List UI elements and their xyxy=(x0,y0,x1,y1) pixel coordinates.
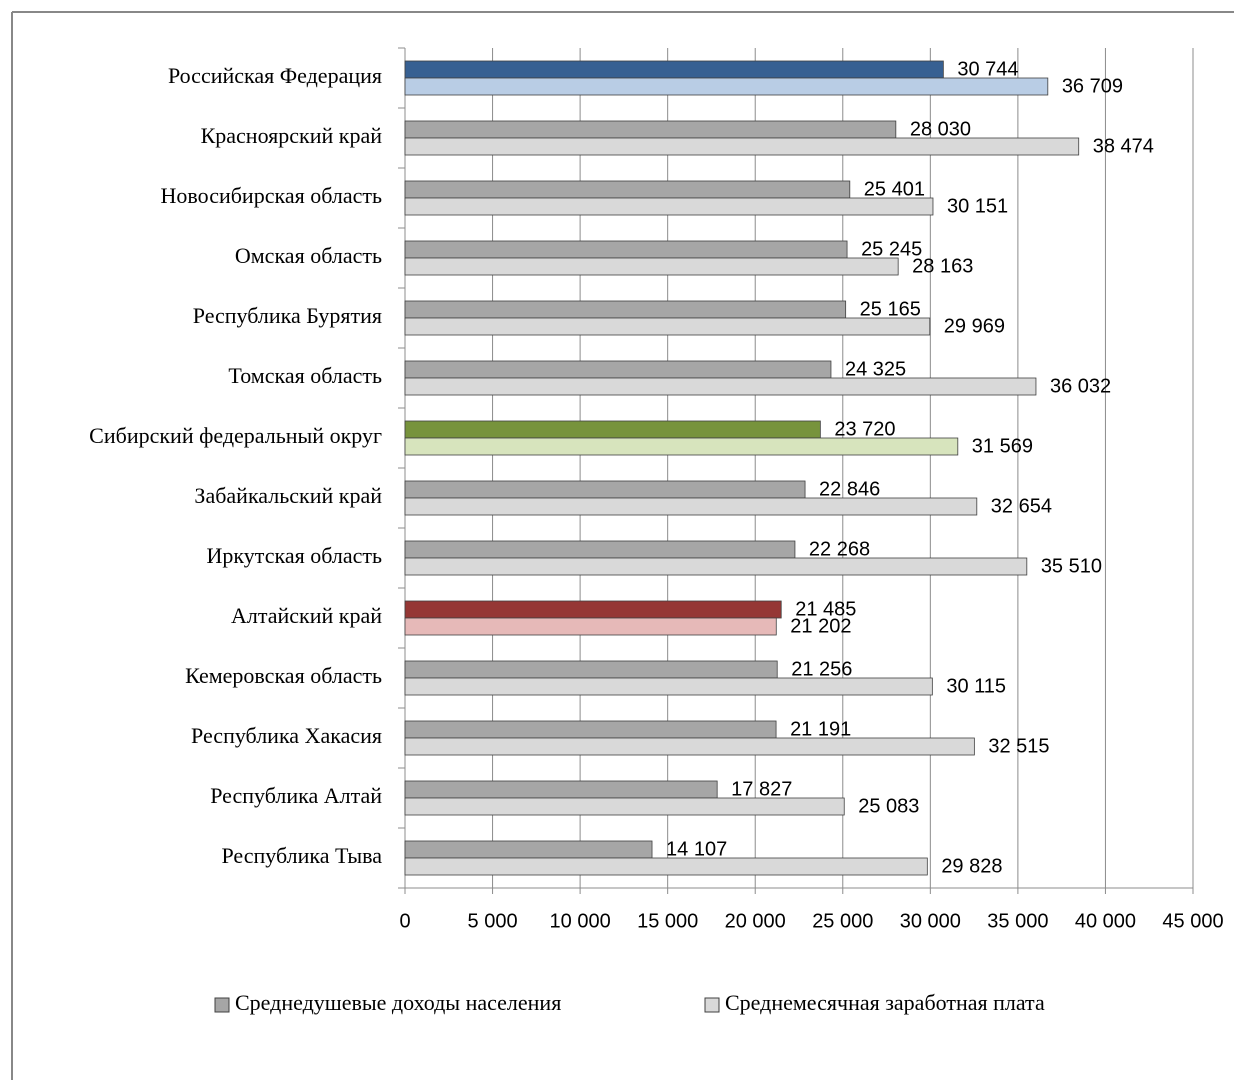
value-label: 36 032 xyxy=(1050,375,1111,397)
y-tick-label: Кемеровская область xyxy=(185,663,382,688)
value-label: 32 515 xyxy=(988,735,1049,757)
value-label: 31 569 xyxy=(972,435,1033,457)
value-label: 25 165 xyxy=(860,298,921,320)
bar xyxy=(404,77,1049,96)
x-tick-label: 0 xyxy=(399,910,410,932)
bar xyxy=(404,317,931,336)
value-label: 30 151 xyxy=(947,195,1008,217)
bar xyxy=(404,60,944,79)
bar xyxy=(404,300,847,319)
y-tick-label: Российская Федерация xyxy=(168,63,382,88)
x-tick-label: 20 000 xyxy=(725,910,786,932)
bar xyxy=(404,360,832,379)
x-tick-label: 15 000 xyxy=(637,910,698,932)
value-label: 21 191 xyxy=(790,718,851,740)
y-tick-label: Республика Бурятия xyxy=(193,303,382,328)
bar xyxy=(404,480,806,499)
legend-swatch xyxy=(704,997,720,1013)
bar xyxy=(404,257,899,276)
value-label: 30 115 xyxy=(946,675,1006,697)
bar xyxy=(404,677,933,696)
bar xyxy=(404,737,975,756)
value-label: 25 401 xyxy=(864,178,925,200)
x-tick-label: 5 000 xyxy=(468,910,518,932)
bar xyxy=(404,137,1080,156)
value-label: 21 256 xyxy=(791,658,852,680)
y-tick-label: Республика Тыва xyxy=(221,843,382,868)
value-label: 22 268 xyxy=(809,538,870,560)
y-tick-label: Иркутская область xyxy=(207,543,382,568)
bar xyxy=(404,197,934,216)
value-label: 25 245 xyxy=(861,238,922,260)
bar xyxy=(404,240,848,259)
value-label: 29 828 xyxy=(941,855,1002,877)
x-tick-label: 10 000 xyxy=(550,910,611,932)
value-label: 25 083 xyxy=(858,795,919,817)
bar xyxy=(404,557,1028,576)
value-label: 17 827 xyxy=(731,778,792,800)
bar xyxy=(404,720,777,739)
value-label: 30 744 xyxy=(957,58,1018,80)
x-tick-label: 45 000 xyxy=(1162,910,1223,932)
bar xyxy=(404,600,782,619)
bar xyxy=(404,120,897,139)
y-tick-label: Забайкальский край xyxy=(194,483,382,508)
bar xyxy=(404,420,821,439)
value-label: 28 163 xyxy=(912,255,973,277)
y-tick-label: Новосибирская область xyxy=(161,183,382,208)
x-tick-label: 25 000 xyxy=(812,910,873,932)
bar xyxy=(404,180,851,199)
x-tick-label: 35 000 xyxy=(987,910,1048,932)
y-tick-label: Сибирский федеральный округ xyxy=(89,423,382,448)
y-tick-label: Алтайский край xyxy=(231,603,382,628)
bar xyxy=(404,797,845,816)
bar xyxy=(404,840,653,859)
x-tick-label: 30 000 xyxy=(900,910,961,932)
bar xyxy=(404,497,978,516)
legend-label: Среднедушевые доходы населения xyxy=(235,990,561,1015)
bar xyxy=(404,377,1037,396)
value-label: 22 846 xyxy=(819,478,880,500)
value-label: 21 202 xyxy=(790,615,851,637)
bar xyxy=(404,437,959,456)
value-label: 32 654 xyxy=(991,495,1052,517)
y-tick-label: Республика Алтай xyxy=(210,783,382,808)
value-label: 35 510 xyxy=(1041,555,1102,577)
legend-swatch xyxy=(214,997,230,1013)
bar xyxy=(404,660,778,679)
x-tick-label: 40 000 xyxy=(1075,910,1136,932)
legend-label: Среднемесячная заработная плата xyxy=(725,990,1045,1015)
bar xyxy=(404,780,718,799)
value-label: 36 709 xyxy=(1062,75,1123,97)
bar xyxy=(404,617,777,636)
value-label: 23 720 xyxy=(834,418,895,440)
value-label: 28 030 xyxy=(910,118,971,140)
value-label: 29 969 xyxy=(944,315,1005,337)
y-tick-label: Томская область xyxy=(228,363,382,388)
value-label: 14 107 xyxy=(666,838,727,860)
y-tick-label: Красноярский край xyxy=(201,123,383,148)
bar xyxy=(404,857,928,876)
bar xyxy=(404,540,796,559)
value-label: 24 325 xyxy=(845,358,906,380)
y-tick-label: Республика Хакасия xyxy=(191,723,382,748)
y-tick-label: Омская область xyxy=(235,243,382,268)
value-label: 38 474 xyxy=(1093,135,1154,157)
value-label: 21 485 xyxy=(795,598,856,620)
